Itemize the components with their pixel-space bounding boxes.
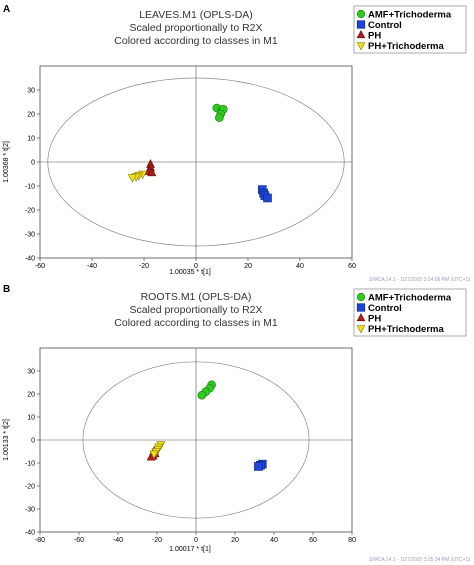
- data-point: [197, 390, 207, 400]
- legend-marker-ph_trich: [356, 42, 366, 51]
- y-tick-label: -20: [25, 484, 35, 491]
- data-point: [149, 450, 159, 460]
- x-tick-label: -80: [35, 537, 45, 544]
- data-point: [263, 193, 272, 203]
- data-point: [147, 167, 157, 177]
- series-amf: [197, 380, 216, 400]
- legend-marker-ph: [356, 29, 366, 39]
- legend-label: Control: [368, 303, 402, 314]
- y-tick-label: -30: [25, 232, 35, 239]
- x-tick-label: 20: [231, 537, 239, 544]
- legend-box: [353, 288, 467, 337]
- legend-label: PH+Trichoderma: [368, 324, 444, 335]
- x-tick-label: -40: [113, 537, 123, 544]
- x-tick-label: 0: [194, 537, 198, 544]
- data-point: [127, 174, 137, 183]
- panel-a: A LEAVES.M1 (OPLS-DA)Scaled proportionall…: [3, 4, 470, 283]
- x-tick-label: 40: [270, 537, 278, 544]
- chart-title-line: Scaled proportionally to R2X: [129, 22, 262, 34]
- panel-letter: A: [3, 4, 10, 15]
- x-tick-label: -40: [87, 263, 97, 270]
- y-tick-label: -20: [25, 208, 35, 215]
- chart-title-line: Colored according to classes in M1: [114, 317, 278, 329]
- x-axis-label: 1.00035 * t[1]: [169, 269, 211, 276]
- y-tick-label: 20: [27, 112, 35, 119]
- series-control: [257, 185, 272, 203]
- legend-marker-amf: [356, 292, 366, 302]
- y-tick-label: -10: [25, 461, 35, 468]
- legend-label: PH: [368, 314, 381, 325]
- series-ph: [144, 159, 157, 177]
- y-tick-label: -30: [25, 507, 35, 514]
- y-tick-label: 0: [31, 160, 35, 167]
- legend-label: Control: [368, 20, 402, 31]
- x-tick-label: 80: [348, 537, 356, 544]
- y-tick-label: 10: [27, 415, 35, 422]
- x-tick-label: 60: [309, 537, 317, 544]
- x-tick-label: 40: [296, 263, 304, 270]
- series-ph_trich: [127, 170, 148, 183]
- x-tick-label: -20: [152, 537, 162, 544]
- y-tick-label: -40: [25, 530, 35, 537]
- y-tick-label: 0: [31, 438, 35, 445]
- x-tick-label: -20: [139, 263, 149, 270]
- legend-marker-amf: [356, 9, 366, 19]
- data-point: [215, 113, 224, 122]
- series-control: [254, 459, 267, 471]
- x-tick-label: 20: [244, 263, 252, 270]
- chart-title-line: Colored according to classes in M1: [114, 35, 278, 47]
- legend-label: AMF+Trichoderma: [368, 293, 452, 304]
- chart-title-line: ROOTS.M1 (OPLS-DA): [141, 291, 252, 303]
- x-tick-label: -60: [35, 263, 45, 270]
- x-tick-label: -60: [74, 537, 84, 544]
- panel-letter: B: [3, 284, 10, 295]
- legend-marker-ph_trich: [356, 325, 366, 334]
- legend-label: AMF+Trichoderma: [368, 10, 452, 21]
- legend-label: PH+Trichoderma: [368, 41, 444, 52]
- legend-label: PH: [368, 31, 381, 42]
- panel-b: B ROOTS.M1 (OPLS-DA)Scaled proportionally…: [3, 284, 470, 563]
- data-point: [254, 462, 263, 471]
- series-amf: [212, 103, 228, 122]
- legend-marker-control: [356, 20, 366, 29]
- legend-marker-ph: [356, 312, 366, 322]
- y-tick-label: 30: [27, 369, 35, 376]
- software-footer: SIMCA 14.1 - 1/27/2020 3:24:06 PM (UTC+1…: [369, 277, 470, 283]
- y-tick-label: 20: [27, 392, 35, 399]
- chart-title-line: LEAVES.M1 (OPLS-DA): [139, 9, 253, 21]
- y-axis-label: 1.00368 * t[2]: [3, 141, 10, 183]
- chart-title-line: Scaled proportionally to R2X: [129, 304, 262, 316]
- y-tick-label: -10: [25, 184, 35, 191]
- x-tick-label: 60: [348, 263, 356, 270]
- x-tick-label: 0: [194, 263, 198, 270]
- y-tick-label: 30: [27, 88, 35, 95]
- series-ph_trich: [149, 441, 166, 460]
- legend-marker-control: [356, 303, 366, 312]
- legend-box: [353, 5, 467, 54]
- x-axis-label: 1.00017 * t[1]: [169, 546, 211, 553]
- y-tick-label: -40: [25, 256, 35, 263]
- software-footer: SIMCA 14.1 - 1/27/2020 3:25:34 PM (UTC+1…: [369, 557, 470, 563]
- y-tick-label: 10: [27, 136, 35, 143]
- y-axis-label: 1.00133 * t[2]: [3, 419, 10, 461]
